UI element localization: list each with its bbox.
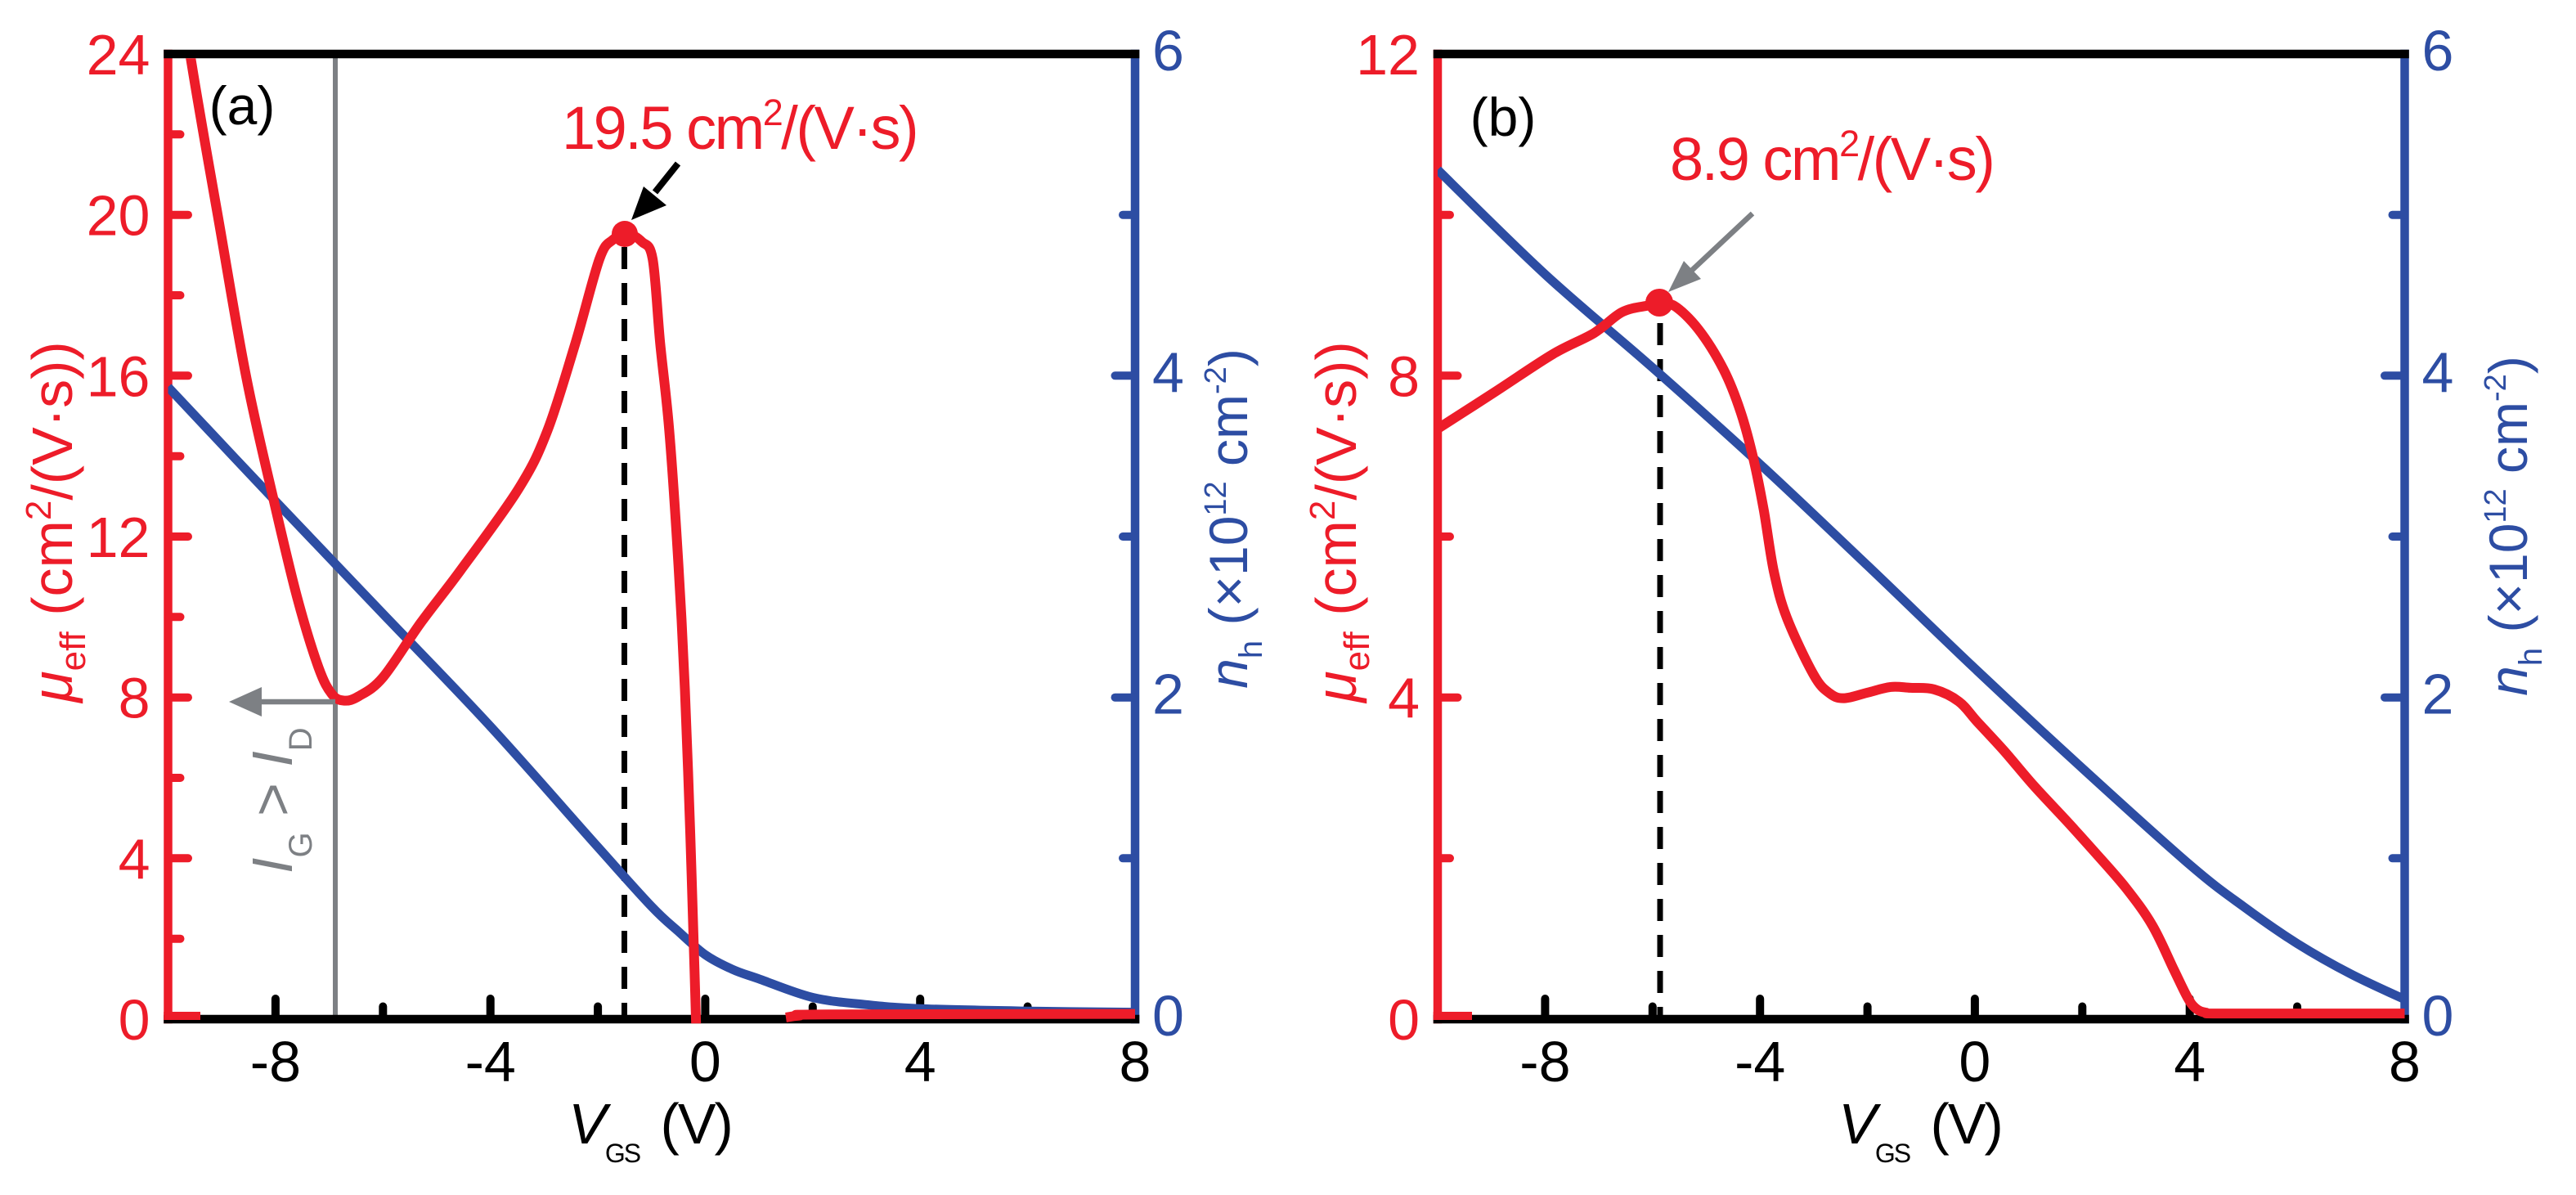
svg-text:(b): (b) — [1470, 87, 1537, 147]
svg-text:0: 0 — [1959, 1030, 1990, 1094]
svg-text:μeff (cm2/(V·s)): μeff (cm2/(V·s)) — [19, 341, 93, 703]
svg-text:4: 4 — [2174, 1030, 2206, 1094]
svg-text:-4: -4 — [1735, 1030, 1785, 1094]
svg-text:12: 12 — [87, 505, 150, 569]
svg-text:0: 0 — [119, 988, 150, 1052]
svg-text:8: 8 — [1388, 344, 1420, 408]
svg-text:0: 0 — [1152, 984, 1184, 1048]
svg-text:8: 8 — [1120, 1030, 1151, 1094]
svg-text:24: 24 — [87, 23, 150, 87]
svg-text:2: 2 — [2422, 663, 2454, 726]
svg-text:6: 6 — [2422, 19, 2454, 83]
svg-text:2: 2 — [1152, 663, 1184, 726]
svg-text:-8: -8 — [1519, 1030, 1570, 1094]
svg-text:19.5 cm2/(V·s): 19.5 cm2/(V·s) — [562, 92, 917, 162]
svg-text:μeff (cm2/(V·s)): μeff (cm2/(V·s)) — [1303, 341, 1377, 703]
svg-text:4: 4 — [2422, 340, 2454, 404]
svg-text:6: 6 — [1152, 19, 1184, 83]
svg-text:12: 12 — [1356, 23, 1420, 87]
svg-text:nh (×1012 cm-2): nh (×1012 cm-2) — [2478, 356, 2549, 696]
svg-text:4: 4 — [904, 1030, 936, 1094]
svg-text:20: 20 — [87, 184, 150, 248]
svg-text:8.9 cm2/(V·s): 8.9 cm2/(V·s) — [1670, 123, 1993, 193]
svg-text:VGS (V): VGS (V) — [1838, 1092, 2002, 1168]
svg-text:4: 4 — [1152, 340, 1184, 404]
svg-text:IG > ID: IG > ID — [240, 727, 319, 874]
svg-text:4: 4 — [119, 827, 150, 891]
svg-text:0: 0 — [1388, 988, 1420, 1052]
svg-text:0: 0 — [2422, 984, 2454, 1048]
svg-text:8: 8 — [119, 667, 150, 730]
svg-text:8: 8 — [2389, 1030, 2421, 1094]
svg-text:0: 0 — [689, 1030, 721, 1094]
svg-text:(a): (a) — [209, 75, 276, 136]
svg-text:-4: -4 — [465, 1030, 516, 1094]
svg-text:16: 16 — [87, 344, 150, 408]
svg-text:4: 4 — [1388, 667, 1420, 730]
svg-text:nh (×1012 cm-2): nh (×1012 cm-2) — [1198, 348, 1269, 689]
svg-text:-8: -8 — [250, 1030, 301, 1094]
